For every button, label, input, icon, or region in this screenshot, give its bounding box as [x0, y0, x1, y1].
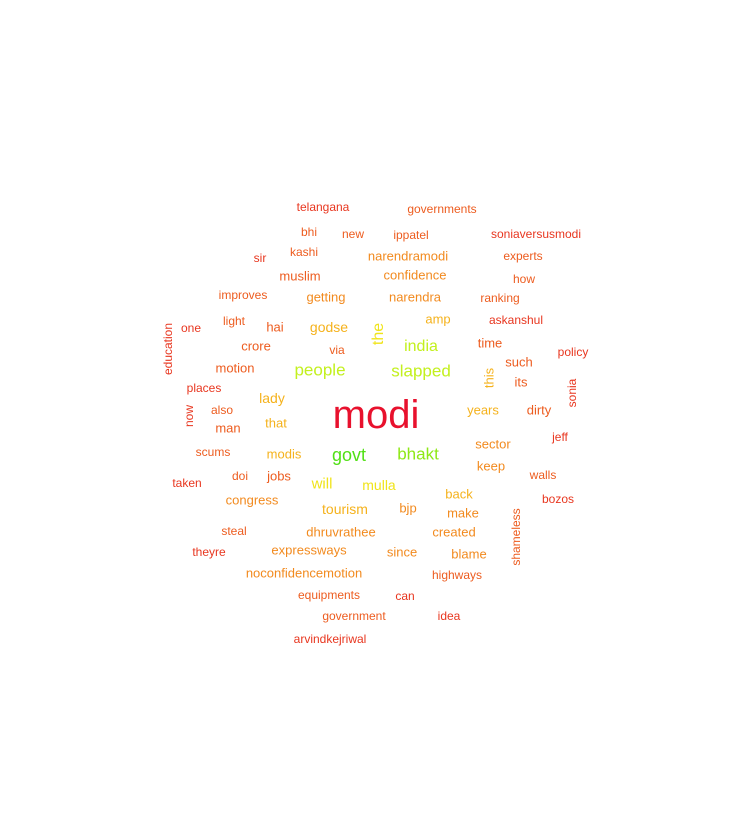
word-bhi: bhi	[300, 225, 318, 239]
word-the: the	[370, 322, 387, 346]
word-blame: blame	[451, 546, 487, 562]
word-keep: keep	[476, 458, 506, 474]
word-bhakt: bhakt	[397, 444, 439, 464]
word-its: its	[514, 374, 528, 390]
word-experts: experts	[503, 249, 543, 263]
word-light: light	[222, 314, 246, 328]
word-dirty: dirty	[526, 402, 552, 418]
word-bozos: bozos	[541, 492, 575, 506]
word-lady: lady	[259, 390, 285, 406]
word-created: created	[432, 524, 476, 540]
word-new: new	[341, 227, 365, 241]
word-education: education	[161, 322, 175, 376]
word-askanshul: askanshul	[488, 313, 544, 327]
word-noconfidencemotion: noconfidencemotion	[245, 565, 363, 581]
word-amp: amp	[425, 311, 451, 327]
word-man: man	[215, 420, 241, 436]
word-confidence: confidence	[383, 267, 447, 283]
word-sir: sir	[253, 251, 267, 265]
word-policy: policy	[557, 345, 589, 359]
word-soniaversusmodi: soniaversusmodi	[490, 227, 582, 241]
word-highways: highways	[431, 568, 483, 582]
word-can: can	[395, 589, 415, 603]
word-expressways: expressways	[271, 542, 347, 558]
word-time: time	[477, 335, 503, 351]
word-muslim: muslim	[279, 268, 321, 284]
word-scums: scums	[195, 445, 231, 459]
word-governments: governments	[407, 202, 477, 216]
word-tourism: tourism	[322, 501, 368, 517]
word-how: how	[512, 272, 536, 286]
word-theyre: theyre	[192, 545, 226, 559]
word-congress: congress	[225, 492, 279, 508]
word-government: government	[322, 609, 386, 623]
word-narendra: narendra	[388, 289, 442, 305]
word-arvindkejriwal: arvindkejriwal	[293, 632, 367, 646]
word-since: since	[386, 544, 418, 560]
word-motion: motion	[215, 360, 255, 376]
word-crore: crore	[241, 338, 271, 354]
word-steal: steal	[221, 524, 247, 538]
word-hai: hai	[266, 319, 284, 335]
word-modi: modi	[332, 393, 420, 437]
word-idea: idea	[437, 609, 461, 623]
word-doi: doi	[231, 469, 249, 483]
word-ranking: ranking	[480, 291, 520, 305]
word-narendramodi: narendramodi	[367, 248, 449, 264]
word-make: make	[447, 505, 479, 521]
word-slapped: slapped	[391, 361, 451, 381]
word-that: that	[265, 415, 287, 431]
word-kashi: kashi	[289, 245, 319, 259]
word-govt: govt	[331, 445, 367, 465]
word-dhruvrathee: dhruvrathee	[306, 524, 376, 540]
word-this: this	[481, 367, 497, 389]
word-places: places	[186, 381, 222, 395]
word-jeff: jeff	[552, 430, 568, 444]
word-years: years	[467, 402, 499, 418]
word-equipments: equipments	[297, 588, 361, 602]
word-also: also	[210, 403, 234, 417]
word-improves: improves	[218, 288, 268, 302]
word-people: people	[294, 360, 346, 380]
word-now: now	[182, 404, 196, 428]
word-modis: modis	[266, 446, 302, 462]
word-will: will	[311, 475, 333, 493]
word-taken: taken	[172, 476, 202, 490]
word-back: back	[445, 486, 473, 502]
word-such: such	[505, 354, 533, 370]
word-india: india	[404, 338, 438, 355]
word-telangana: telangana	[296, 200, 350, 214]
word-sector: sector	[475, 436, 511, 452]
word-one: one	[180, 321, 202, 335]
word-sonia: sonia	[565, 378, 579, 408]
word-jobs: jobs	[267, 468, 291, 484]
word-bjp: bjp	[399, 500, 417, 516]
word-godse: godse	[309, 319, 349, 335]
word-via: via	[329, 343, 345, 357]
word-getting: getting	[306, 289, 346, 305]
word-ippatel: ippatel	[393, 228, 429, 242]
word-walls: walls	[529, 468, 557, 482]
word-mulla: mulla	[362, 477, 396, 493]
word-shameless: shameless	[509, 508, 523, 566]
